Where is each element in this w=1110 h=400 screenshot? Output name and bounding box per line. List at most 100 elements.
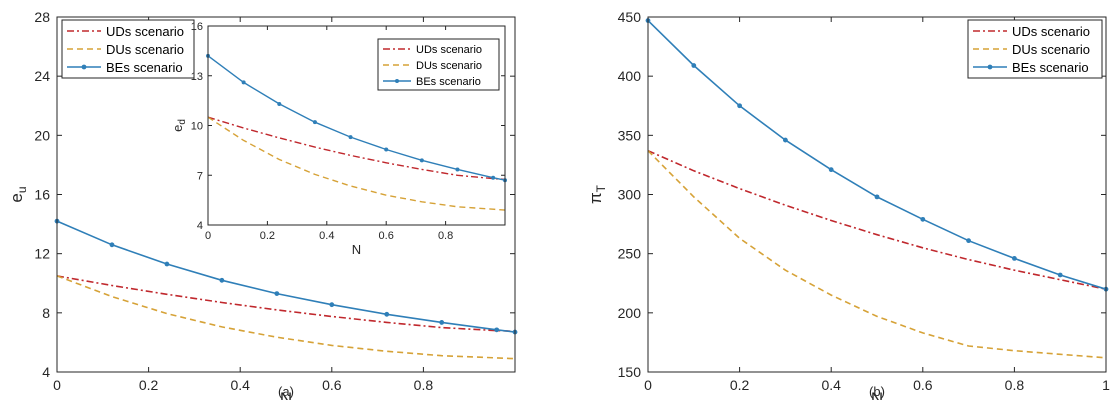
chart-b-legend-label-1: DUs scenario bbox=[1012, 42, 1090, 57]
chart-a-inset-ylabel-main: e bbox=[170, 125, 185, 132]
chart-a-ytick-label-1: 8 bbox=[42, 305, 50, 321]
chart-a-inset-ylabel: ed bbox=[170, 119, 188, 132]
chart-a-inset-ytick-label-2: 10 bbox=[191, 121, 203, 133]
chart-a-ytick-label-4: 20 bbox=[34, 127, 50, 143]
chart-a-legend-label-0: UDs scenario bbox=[106, 24, 184, 39]
chart-a-bes-point-5 bbox=[329, 302, 335, 308]
chart-b-bes-point-2 bbox=[737, 103, 742, 109]
chart-a-inset-legend-label-2: BEs scenario bbox=[416, 76, 481, 88]
chart-a-ytick-label-0: 4 bbox=[42, 364, 50, 380]
chart-a-xtick-label-0: 0 bbox=[53, 377, 61, 393]
chart-a-inset-bes-point-8 bbox=[491, 175, 496, 180]
chart-a-inset-xtick-label-0: 0 bbox=[205, 230, 211, 242]
chart-a-inset-xtick-label-3: 0.6 bbox=[379, 230, 394, 242]
chart-a-bes-point-7 bbox=[439, 320, 445, 325]
chart-a-series-dash-dot-line bbox=[56, 275, 516, 333]
chart-a-ylabel-main: e bbox=[7, 193, 26, 202]
chart-b-xtick-label-2: 0.4 bbox=[821, 377, 841, 393]
chart-b-xlabel: N bbox=[871, 389, 883, 400]
chart-a-inset-ytick-label-0: 4 bbox=[197, 220, 203, 232]
chart-b-xtick-label-4: 0.8 bbox=[1005, 377, 1025, 393]
chart-a-series-solid-markers-line bbox=[56, 220, 516, 333]
chart-a-bes-point-8 bbox=[494, 327, 500, 333]
chart-b-xtick-label-0: 0 bbox=[644, 377, 652, 393]
chart-a-xtick-label-1: 0.2 bbox=[139, 377, 159, 393]
chart-a-inset-xlabel: N bbox=[352, 242, 361, 257]
chart-a-inset-bes-point-4 bbox=[348, 135, 353, 140]
chart-b-xtick-label-5: 1 bbox=[1102, 377, 1110, 393]
chart-b-series-dashed-line bbox=[647, 150, 1107, 359]
chart-a-inset-legend-label-0: UDs scenario bbox=[416, 44, 482, 56]
chart-a-inset-bes-point-1 bbox=[241, 80, 246, 85]
chart-a-legend-label-1: DUs scenario bbox=[106, 42, 184, 57]
chart-b-ylabel-sub: T bbox=[594, 184, 608, 192]
chart-a-series-dashed-line bbox=[56, 275, 516, 360]
chart-a-bes-point-4 bbox=[274, 291, 280, 297]
chart-a-inset-legend-marker-2 bbox=[395, 79, 399, 83]
chart-a-inset-bes-point-6 bbox=[419, 158, 424, 163]
chart-b-ytick-label-4: 350 bbox=[618, 127, 642, 143]
chart-a-ytick-label-2: 12 bbox=[34, 246, 50, 262]
chart-a-inset-bes-point-7 bbox=[455, 167, 460, 172]
chart-a-bes-point-3 bbox=[219, 277, 225, 283]
chart-a-ytick-label-5: 24 bbox=[34, 68, 50, 84]
chart-b-legend-label-2: BEs scenario bbox=[1012, 60, 1089, 75]
chart-b-ytick-label-2: 250 bbox=[618, 246, 642, 262]
chart-a-ytick-label-3: 16 bbox=[34, 187, 50, 203]
chart-b-legend-marker-2 bbox=[987, 64, 993, 70]
chart-b-bes-point-1 bbox=[691, 63, 697, 68]
chart-a-inset-series-solid-markers-line bbox=[207, 55, 506, 181]
chart-b-xtick-label-1: 0.2 bbox=[730, 377, 750, 393]
chart-b-ylabel-main: π bbox=[586, 192, 605, 204]
chart-a-legend: UDs scenario DUs scenario BEs scenario bbox=[61, 19, 195, 79]
chart-a-ylabel-sub: u bbox=[15, 186, 29, 193]
chart-b-legend-label-0: UDs scenario bbox=[1012, 24, 1090, 39]
chart-b-bes-point-4 bbox=[828, 167, 834, 173]
chart-a-inset-plot: 0 0.2 0.4 0.6 0.8 4 7 10 13 16 Ned UDs scenario DUs … bbox=[170, 21, 507, 257]
chart-a-inset-series-dash-dot-line bbox=[207, 116, 506, 181]
chart-a-inset-bes-point-5 bbox=[384, 147, 389, 152]
chart-a-bes-point-6 bbox=[384, 311, 390, 317]
chart-b-ytick-label-1: 200 bbox=[618, 305, 642, 321]
chart-a-inset-legend: UDs scenario DUs scenario BEs scenario bbox=[377, 38, 500, 91]
chart-a-bes-point-1 bbox=[109, 242, 115, 248]
chart-b-bes-point-8 bbox=[1012, 256, 1017, 261]
chart-b-bes-point-3 bbox=[783, 137, 788, 143]
chart-a-xtick-label-4: 0.8 bbox=[414, 377, 434, 393]
chart-b-ytick-label-3: 300 bbox=[618, 187, 642, 203]
chart-a-inset-bes-point-2 bbox=[277, 101, 282, 106]
chart-a-xlabel: N bbox=[280, 389, 292, 400]
chart-b-caption: (b) bbox=[869, 384, 885, 399]
chart-b-ytick-label-6: 450 bbox=[618, 9, 642, 25]
chart-b-ytick-label-0: 150 bbox=[618, 364, 642, 380]
chart-a-inset-ytick-label-1: 7 bbox=[197, 170, 203, 182]
chart-b-ytick-label-5: 400 bbox=[618, 68, 642, 84]
chart-a-inset-legend-label-1: DUs scenario bbox=[416, 60, 482, 72]
chart-b-bes-point-7 bbox=[966, 238, 971, 244]
chart-a-inset-bes-point-3 bbox=[312, 120, 317, 125]
chart-b-ylabel: πT bbox=[586, 184, 608, 204]
chart-a-inset-xtick-label-4: 0.8 bbox=[438, 230, 453, 242]
chart-a-inset-series-dashed-line bbox=[207, 116, 506, 211]
chart-b-bes-point-9 bbox=[1057, 272, 1063, 278]
chart-a-inset-ylabel-sub: d bbox=[177, 119, 188, 125]
chart-a-legend-marker-2 bbox=[81, 64, 87, 70]
chart-a-ylabel: eu bbox=[7, 186, 29, 202]
chart-a-legend-label-2: BEs scenario bbox=[106, 60, 183, 75]
chart-a-ytick-label-6: 28 bbox=[34, 9, 50, 25]
chart-a-inset-ytick-label-3: 13 bbox=[191, 71, 203, 83]
chart-b-series-dash-dot-line bbox=[647, 149, 1107, 290]
chart-a-xtick-label-2: 0.4 bbox=[230, 377, 250, 393]
chart-b-plot: 0 0.2 0.4 0.6 0.8 1 150 200 250 300 350 400 450 NπT UD… bbox=[586, 9, 1110, 400]
chart-b-legend: UDs scenario DUs scenario BEs scenario bbox=[967, 19, 1103, 79]
chart-b-bes-point-6 bbox=[920, 216, 926, 222]
chart-a-inset-ytick-label-4: 16 bbox=[191, 21, 203, 33]
chart-a-bes-point-2 bbox=[164, 261, 170, 267]
chart-a-caption: (a) bbox=[278, 384, 294, 399]
chart-b-xtick-label-3: 0.6 bbox=[913, 377, 933, 393]
chart-a-inset-xtick-label-1: 0.2 bbox=[260, 230, 275, 242]
chart-a-xtick-label-3: 0.6 bbox=[322, 377, 342, 393]
chart-a-inset-xtick-label-2: 0.4 bbox=[319, 230, 334, 242]
chart-b-bes-point-5 bbox=[874, 194, 880, 200]
